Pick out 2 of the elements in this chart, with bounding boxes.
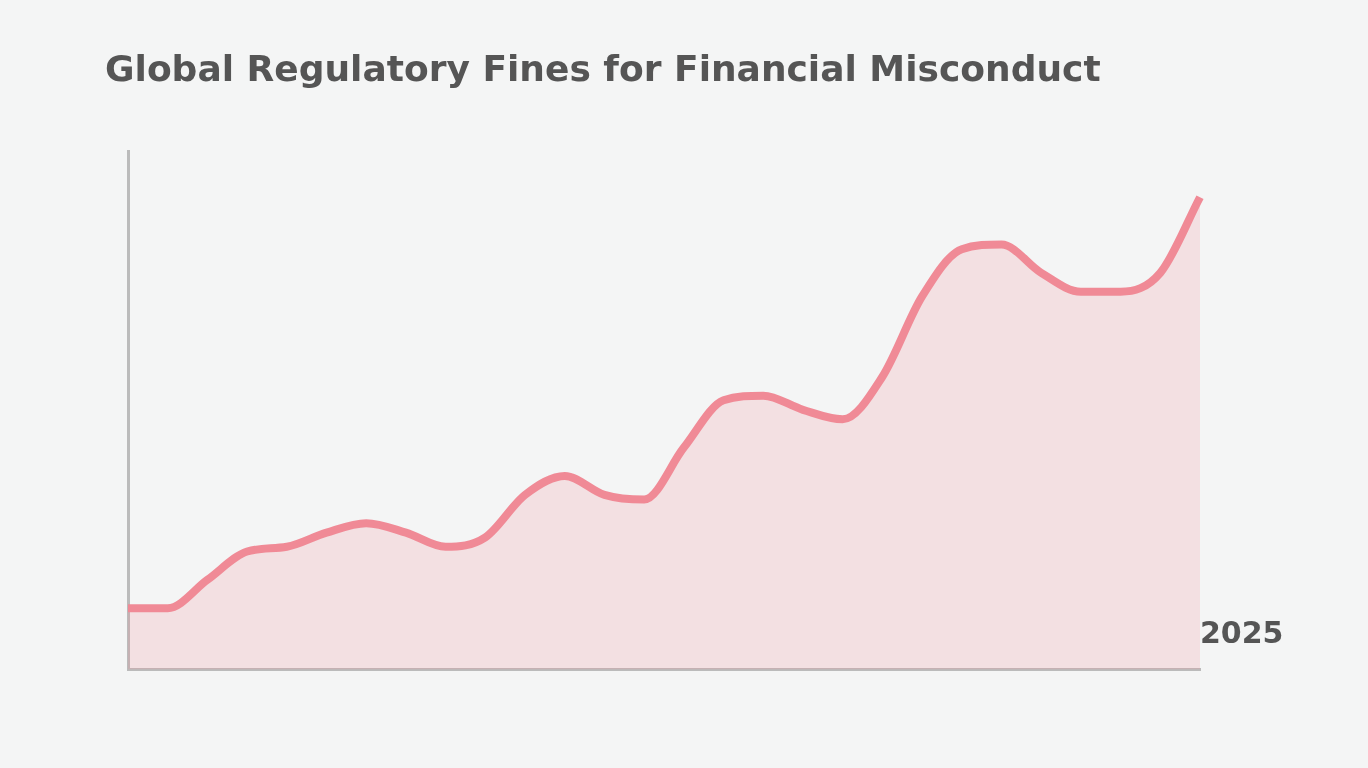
annotation: 2025 — [1200, 615, 1284, 650]
chart-title: Global Regulatory Fines for Financial Misconduct — [105, 48, 1101, 89]
